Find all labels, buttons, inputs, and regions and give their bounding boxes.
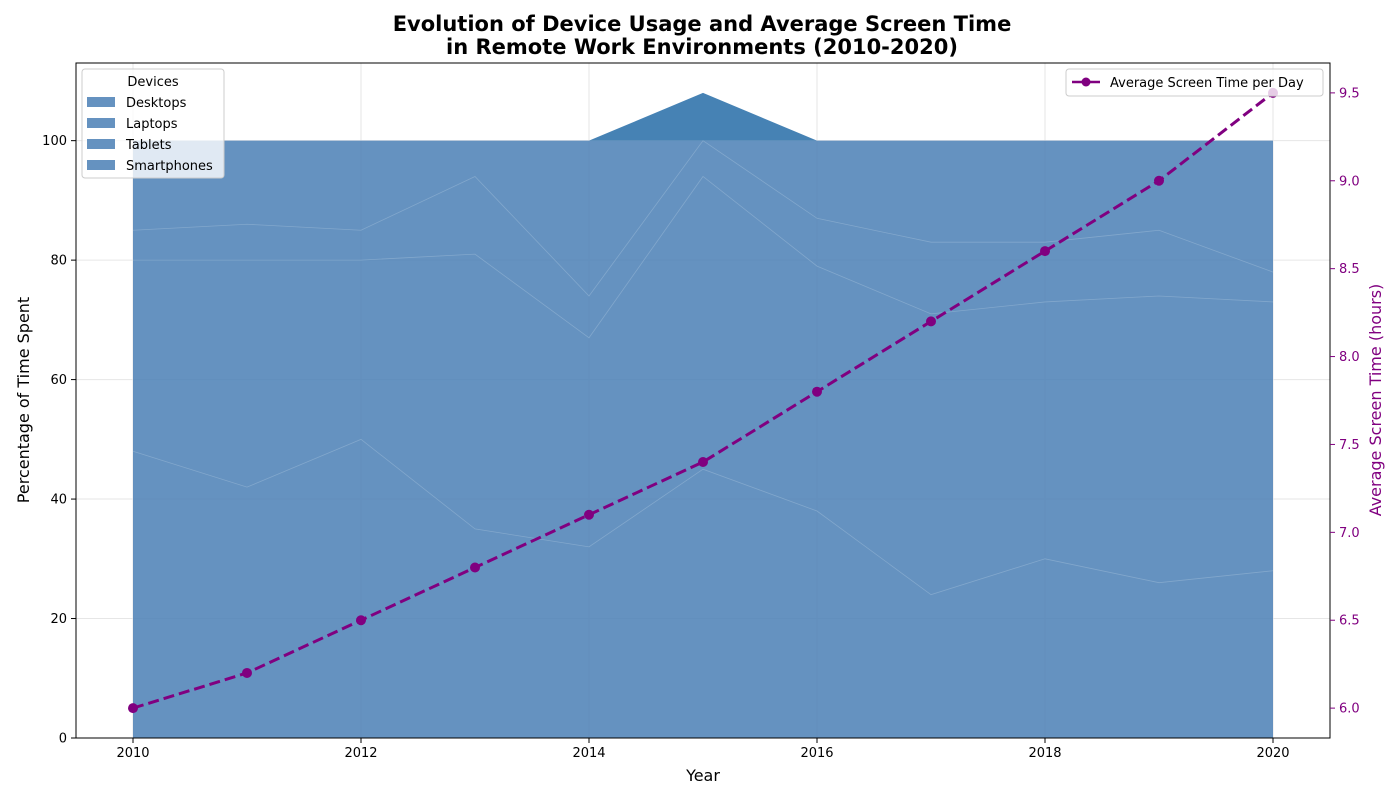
- legend-label-tablets: Tablets: [125, 138, 172, 153]
- stacked-area: [133, 92, 1273, 739]
- screen-time-point-2015: [698, 457, 708, 468]
- area-peak: [133, 92, 1273, 141]
- devices-legend-frame: [81, 68, 225, 179]
- right-y-tick-label-7: 7.0: [1339, 526, 1360, 541]
- left-y-tick-label-0: 0: [59, 732, 67, 747]
- right-y-axis-ticks: 6.0 6.5 7.0 7.5 8.0 8.5 9.0 9.5: [1330, 86, 1360, 717]
- legend-label-smartphones: Smartphones: [126, 159, 213, 174]
- chart-title-line2: in Remote Work Environments (2010-2020): [446, 35, 958, 59]
- x-tick-label-2018: 2018: [1028, 746, 1061, 761]
- right-y-tick-label-7.5: 7.5: [1339, 438, 1360, 453]
- stack-boundary-1: [132, 438, 1274, 596]
- stack-boundary-3: [132, 140, 1274, 297]
- screen-time-point-2017: [926, 316, 936, 327]
- right-y-tick-label-9: 9.0: [1339, 174, 1360, 189]
- legend-swatch-smartphones: [87, 160, 115, 170]
- left-y-tick-label-40: 40: [50, 493, 67, 508]
- left-y-tick-label-20: 20: [50, 612, 67, 627]
- right-y-tick-label-9.5: 9.5: [1339, 86, 1360, 101]
- right-y-tick-label-8.5: 8.5: [1339, 262, 1360, 277]
- devices-legend: Devices Desktops Laptops Tablets Smartph…: [81, 68, 225, 179]
- screen-time-line: [128, 87, 1278, 714]
- left-y-tick-label-80: 80: [50, 254, 67, 269]
- screen-time-legend-frame: [1065, 68, 1324, 97]
- left-y-tick-label-60: 60: [50, 373, 67, 388]
- right-y-axis-label: Average Screen Time (hours): [1366, 284, 1385, 517]
- x-axis-ticks: 2010 2012 2014 2016 2018 2020: [116, 738, 1290, 761]
- x-tick-label-2020: 2020: [1256, 746, 1289, 761]
- plot-frame: [75, 62, 1331, 739]
- area-fill: [133, 140, 1273, 739]
- screen-time-point-2018: [1040, 246, 1050, 257]
- x-tick-label-2010: 2010: [116, 746, 149, 761]
- legend-line-marker: [1081, 77, 1091, 87]
- chart-title-line1: Evolution of Device Usage and Average Sc…: [393, 12, 1012, 36]
- devices-legend-title: Devices: [127, 75, 178, 90]
- right-y-tick-label-6.5: 6.5: [1339, 614, 1360, 629]
- left-y-axis-ticks: 0 20 40 60 80 100: [42, 134, 76, 747]
- legend-label-screen-time: Average Screen Time per Day: [1110, 76, 1304, 91]
- right-y-tick-label-6: 6.0: [1339, 702, 1360, 717]
- screen-time-point-2013: [470, 562, 480, 573]
- screen-time-point-2016: [812, 386, 822, 397]
- left-y-axis-label: Percentage of Time Spent: [14, 297, 33, 503]
- legend-swatch-desktops: [87, 97, 115, 107]
- stack-boundary-2: [133, 175, 1274, 339]
- screen-time-point-2010: [128, 703, 138, 714]
- legend-swatch-tablets: [87, 139, 115, 149]
- stack-boundaries: [132, 140, 1274, 596]
- legend-label-laptops: Laptops: [126, 117, 178, 132]
- screen-time-point-2012: [356, 615, 366, 626]
- screen-time-point-2019: [1154, 175, 1164, 186]
- x-tick-label-2016: 2016: [800, 746, 833, 761]
- screen-time-point-2014: [584, 509, 594, 520]
- x-axis-label: Year: [685, 766, 720, 785]
- x-tick-label-2012: 2012: [344, 746, 377, 761]
- legend-swatch-laptops: [87, 118, 115, 128]
- left-y-tick-label-100: 100: [42, 134, 67, 149]
- legend-label-desktops: Desktops: [126, 96, 187, 111]
- screen-time-legend: Average Screen Time per Day: [1065, 68, 1324, 97]
- x-tick-label-2014: 2014: [572, 746, 605, 761]
- right-y-tick-label-8: 8.0: [1339, 350, 1360, 365]
- screen-time-point-2011: [242, 667, 252, 678]
